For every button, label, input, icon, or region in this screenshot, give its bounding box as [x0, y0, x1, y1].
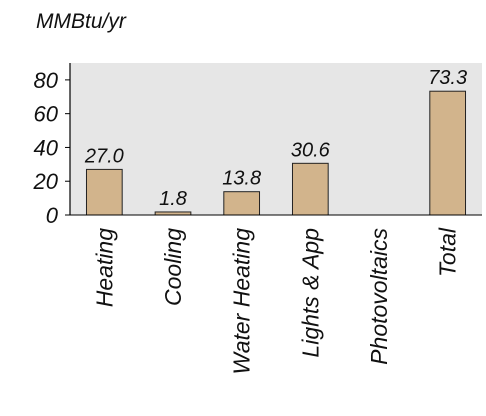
value-label-5: 73.3 — [428, 67, 467, 89]
category-label-3: Lights & App — [297, 228, 323, 358]
y-tick-label-0: 0 — [46, 203, 59, 228]
y-tick-label-4: 80 — [34, 68, 59, 93]
category-label-1: Cooling — [160, 228, 186, 306]
value-label-1: 1.8 — [159, 188, 187, 210]
bar-2 — [223, 191, 261, 216]
x-axis-labels: Heating Cooling Water Heating Lights & App P… — [91, 227, 460, 374]
plot-area — [70, 63, 482, 215]
unit-label: MMBtu/yr — [36, 10, 127, 33]
y-tick-label-3: 60 — [34, 102, 59, 127]
y-axis-ticks: 0 20 40 60 80 — [33, 68, 70, 228]
value-label-2: 13.8 — [222, 168, 261, 190]
y-tick-label-2: 40 — [34, 135, 59, 160]
y-tick-label-1: 20 — [33, 169, 59, 194]
value-label-0: 27.0 — [84, 145, 124, 167]
category-label-4: Photovoltaics — [366, 228, 392, 365]
bar-0 — [85, 168, 123, 216]
value-labels-group: 27.0 1.8 13.8 30.6 73.3 — [84, 67, 467, 210]
value-label-3: 30.6 — [291, 139, 331, 161]
category-label-2: Water Heating — [229, 228, 255, 375]
category-label-5: Total — [435, 227, 461, 277]
bar-3 — [291, 162, 329, 216]
bar-5 — [429, 90, 467, 216]
category-label-0: Heating — [91, 228, 117, 307]
